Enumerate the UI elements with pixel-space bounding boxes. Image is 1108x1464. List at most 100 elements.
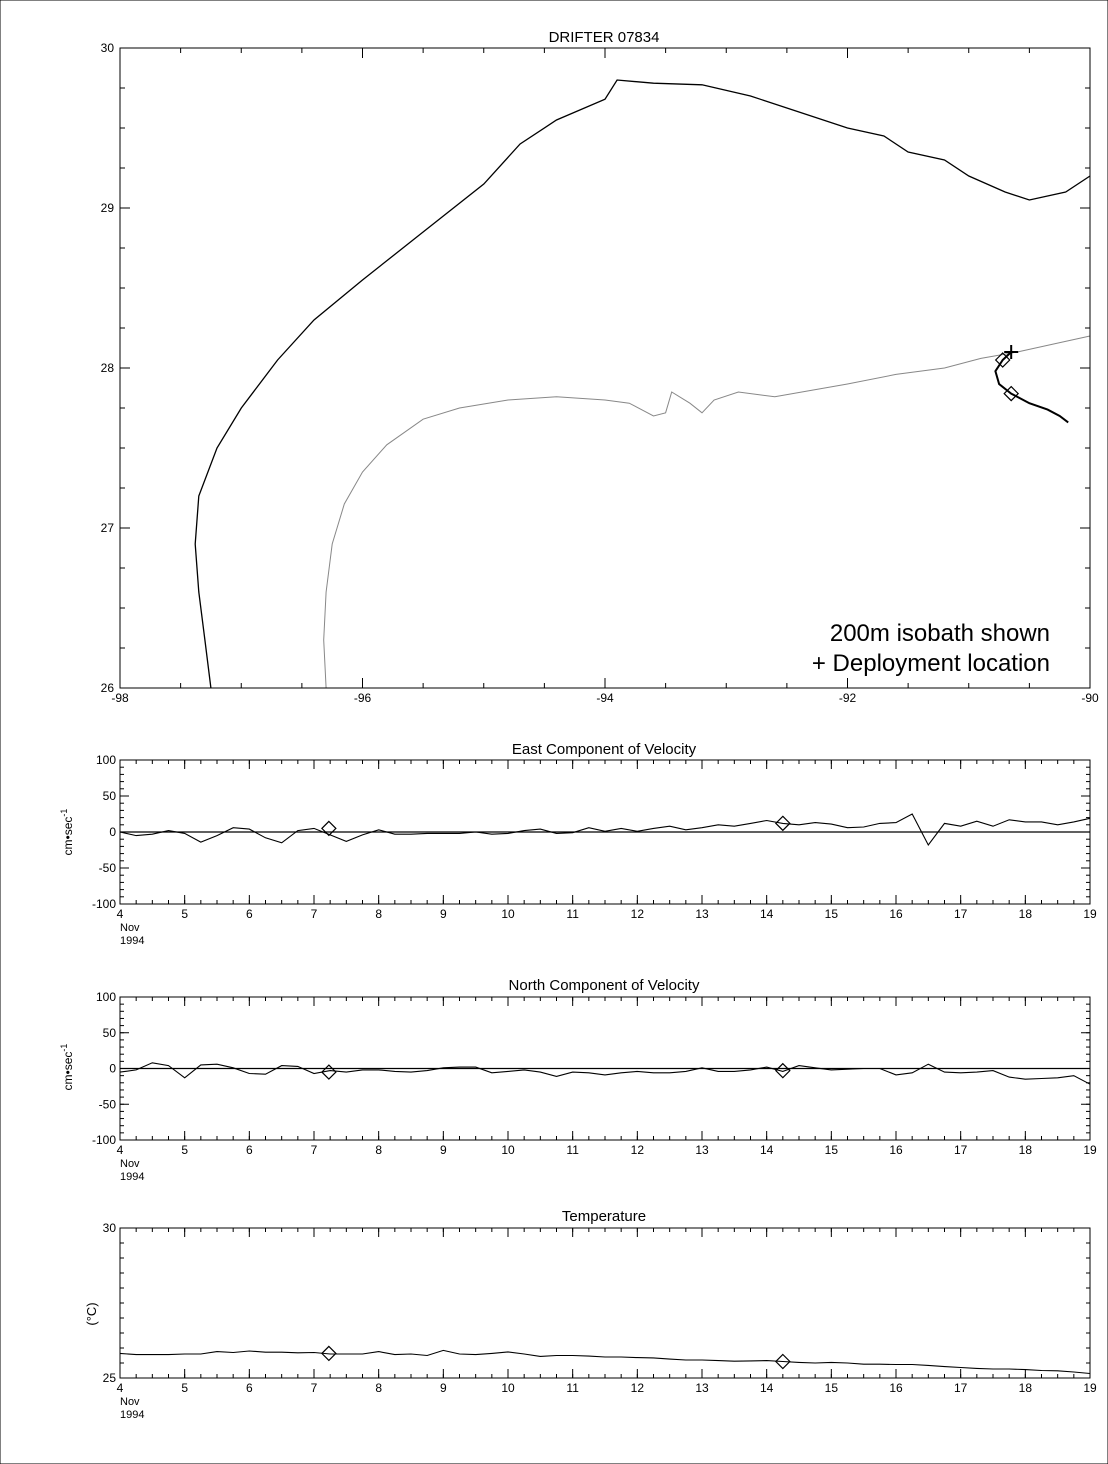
panel2-diamond-marker-1 (774, 1062, 791, 1079)
panel3-x-tick-label: 10 (501, 1381, 515, 1395)
panel2-y-tick-label: -100 (92, 1133, 116, 1147)
panel1-y-tick-label: 100 (96, 753, 116, 767)
panel2-x-year: 1994 (120, 1171, 144, 1183)
panel3-y-tick-label: 30 (103, 1221, 117, 1235)
panel1-x-tick-label: 9 (440, 907, 447, 921)
map-y-tick-label: 30 (101, 41, 115, 55)
track-marker-1 (1003, 385, 1020, 402)
map-marks-layer (994, 345, 1069, 424)
map-y-tick-label: 29 (101, 201, 115, 215)
panel3-x-tick-label: 16 (889, 1381, 903, 1395)
map-x-tick-label: -92 (839, 691, 857, 705)
north-velocity-ylabel: cm•sec-1 (59, 1044, 75, 1091)
panel2-x-tick-label: 12 (631, 1143, 645, 1157)
panel1-diamond-marker-1 (774, 815, 791, 832)
panel3-x-tick-label: 17 (954, 1381, 968, 1395)
panel3-series-line (119, 1349, 1091, 1375)
panel1-x-tick-label: 10 (501, 907, 515, 921)
panel3-x-month: Nov (120, 1396, 140, 1408)
panel3-x-tick-label: 11 (566, 1381, 579, 1395)
north-velocity-ylabel-main: cm•sec (61, 1052, 75, 1091)
east-velocity-ylabel-main: cm•sec (61, 817, 75, 856)
panel2-x-tick-label: 4 (117, 1143, 124, 1157)
map-annotation-deployment: + Deployment location (812, 650, 1050, 677)
panel2-x-tick-label: 7 (311, 1143, 318, 1157)
temperature-title: Temperature (562, 1208, 646, 1225)
panel1-x-tick-label: 8 (375, 907, 382, 921)
panel3-x-tick-label: 14 (760, 1381, 774, 1395)
map-y-tick-label: 27 (101, 521, 115, 535)
panel3-x-tick-label: 18 (1019, 1381, 1033, 1395)
track-marker-0 (994, 352, 1011, 368)
panel3-x-tick-label: 6 (246, 1381, 253, 1395)
panel1-y-tick-label: -50 (99, 861, 117, 875)
panel1-x-tick-label: 18 (1019, 907, 1033, 921)
panel2-y-tick-label: 100 (96, 990, 116, 1004)
map-panel: DRIFTER 07834 -98 -96 -94 -92 -902627282930 … (101, 29, 1099, 705)
deployment-location-marker (1004, 345, 1019, 359)
panel1-y-tick-label: 50 (103, 789, 117, 803)
panel1-x-tick-label: 19 (1083, 907, 1097, 921)
panel1-x-tick-label: 5 (181, 907, 188, 921)
east-velocity-ylabel: cm•sec-1 (59, 809, 75, 856)
panel2-x-tick-label: 11 (566, 1143, 579, 1157)
panel2-x-tick-label: 9 (440, 1143, 447, 1157)
panel1-x-tick-label: 11 (566, 907, 579, 921)
panel2-y-tick-label: -50 (99, 1097, 117, 1111)
coastline (194, 79, 1091, 689)
east-velocity-ylabel-sup: -1 (59, 809, 69, 817)
panel3-x-tick-label: 8 (375, 1381, 382, 1395)
panel2-x-tick-label: 13 (695, 1143, 709, 1157)
panel3-x-tick-label: 9 (440, 1381, 447, 1395)
north-velocity-panel: North Component of Velocity cm•sec-1 4 5 6… (59, 977, 1097, 1183)
east-velocity-title: East Component of Velocity (512, 741, 697, 758)
panel1-x-tick-label: 12 (631, 907, 645, 921)
panel2-diamond-marker-0 (321, 1064, 337, 1080)
panel1-x-tick-label: 17 (954, 907, 968, 921)
panel3-x-tick-label: 5 (181, 1381, 188, 1395)
east-velocity-panel: East Component of Velocity cm•sec-1 4 5 6 7… (59, 741, 1097, 947)
map-y-tick-label: 26 (101, 681, 115, 695)
panel2-series-line (119, 1062, 1091, 1085)
panel3-x-tick-label: 15 (825, 1381, 839, 1395)
panel3-x-tick-label: 4 (117, 1381, 124, 1395)
panel1-x-year: 1994 (120, 935, 144, 947)
map-x-tick-label: -98 (111, 691, 129, 705)
panel1-series-line (119, 813, 1091, 847)
map-axes: -98 -96 -94 -92 -90 26 27 28 29 30 (101, 41, 1099, 705)
panel2-x-tick-label: 10 (501, 1143, 515, 1157)
panel1-x-tick-label: 6 (246, 907, 253, 921)
panel3-x-tick-label: 7 (311, 1381, 318, 1395)
map-x-tick-label: -90 (1081, 691, 1099, 705)
panel1-x-tick-label: 13 (695, 907, 709, 921)
map-y-tick-label: 28 (101, 361, 115, 375)
panel2-y-tick-label: 50 (103, 1026, 117, 1040)
map-coastline-layer (194, 79, 1091, 689)
isobath-200m-line (323, 335, 1091, 689)
panel2-x-tick-label: 6 (246, 1143, 253, 1157)
panel2-x-tick-label: 17 (954, 1143, 968, 1157)
map-x-tick-label: -96 (354, 691, 372, 705)
panel2-y-tick-label: 0 (109, 1062, 116, 1076)
panel1-x-month: Nov (120, 922, 140, 934)
panel3-x-tick-label: 13 (695, 1381, 709, 1395)
panel3-diamond-marker-1 (774, 1353, 791, 1370)
map-annotation-isobath: 200m isobath shown (830, 620, 1050, 647)
panel2-x-tick-label: 16 (889, 1143, 903, 1157)
panel1-y-tick-label: 0 (109, 825, 116, 839)
temperature-panel: Temperature (°C) 4 5 6 7 8 9 10 11 12 13 14 15 16 17 1… (84, 1208, 1097, 1421)
panel2-x-tick-label: 14 (760, 1143, 774, 1157)
panel2-x-tick-label: 8 (375, 1143, 382, 1157)
map-title: DRIFTER 07834 (549, 29, 660, 46)
panel1-y-tick-label: -100 (92, 897, 116, 911)
panel1-x-tick-label: 16 (889, 907, 903, 921)
panel1-x-tick-label: 4 (117, 907, 124, 921)
panel2-x-tick-label: 19 (1083, 1143, 1097, 1157)
panel2-x-tick-label: 18 (1019, 1143, 1033, 1157)
panel3-x-tick-label: 19 (1083, 1381, 1097, 1395)
panel2-x-month: Nov (120, 1158, 140, 1170)
panel3-diamond-marker-0 (321, 1345, 337, 1362)
panel3-y-tick-label: 25 (103, 1371, 117, 1385)
